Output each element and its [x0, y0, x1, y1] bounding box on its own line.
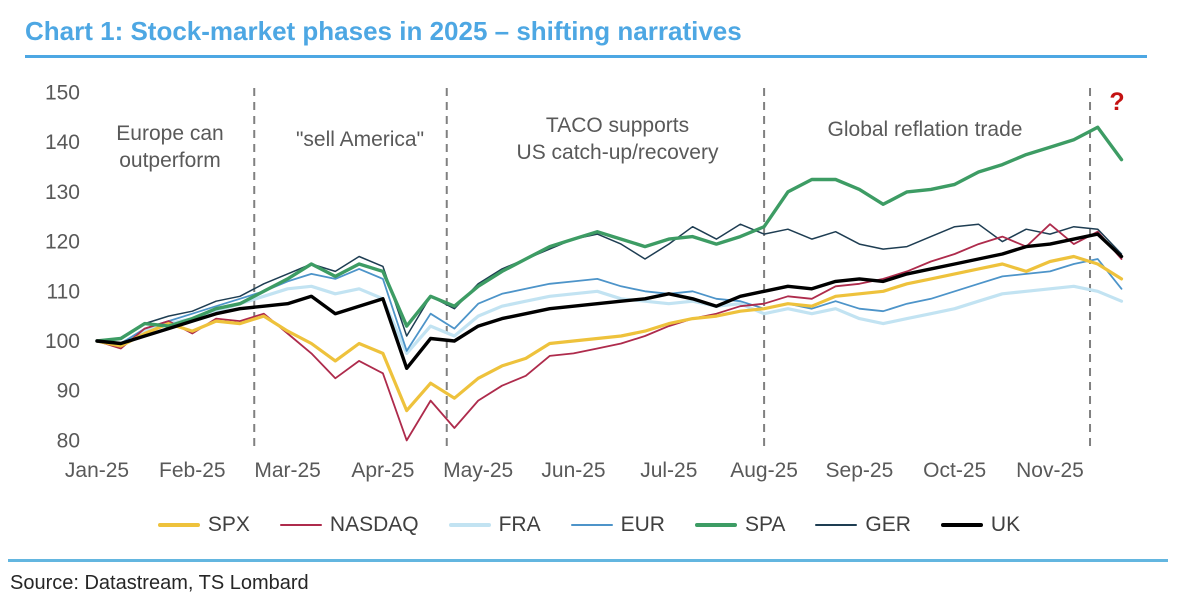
y-axis-tick-label: 120 [45, 231, 80, 254]
legend-item-spx: SPX [157, 513, 250, 537]
source-text: Source: Datastream, TS Lombard [10, 572, 309, 594]
legend-label: NASDAQ [329, 513, 419, 536]
annotation-line: TACO supports [545, 114, 690, 137]
annotation-global-reflation-trade: Global reflation trade [810, 116, 1040, 143]
x-axis-tick-label: Aug-25 [730, 459, 798, 482]
y-axis-tick-label: 150 [45, 82, 80, 105]
y-axis-tick-label: 130 [45, 181, 80, 204]
x-axis-tick-label: Apr-25 [351, 459, 414, 482]
series-line-spa [95, 125, 1124, 343]
annotation-europe-can-outperform: Europe can outperform [95, 120, 245, 174]
series-line-uk [95, 232, 1124, 370]
chart-legend: SPX NASDAQ FRA EUR SPA GER UK [0, 507, 1178, 543]
x-axis-tick-label: Feb-25 [159, 459, 226, 482]
annotation-taco-supports: TACO supports US catch-up/recovery [465, 112, 770, 166]
y-axis-tick-label: 90 [57, 380, 80, 403]
legend-label: SPA [744, 513, 786, 536]
legend-item-fra: FRA [448, 513, 541, 537]
series-line-nasdaq [96, 223, 1123, 442]
x-axis-tick-label: Jun-25 [541, 459, 605, 482]
x-axis-tick-label: Jan-25 [65, 459, 129, 482]
annotation-sell-america: "sell America" [270, 126, 450, 153]
annotation-line: outperform [119, 149, 221, 172]
chart-title: Chart 1: Stock-market phases in 2025 – s… [25, 16, 742, 46]
legend-label: SPX [207, 513, 250, 536]
legend-label: UK [990, 513, 1021, 536]
y-axis-tick-label: 110 [47, 280, 80, 303]
annotation-line: US catch-up/recovery [516, 141, 719, 164]
annotation-line: Europe can [116, 122, 224, 145]
legend-item-ger: GER [815, 513, 911, 537]
legend-item-nasdaq: NASDAQ [279, 513, 419, 537]
x-axis-tick-label: Mar-25 [254, 459, 321, 482]
legend-swatch [279, 523, 322, 527]
legend-item-eur: EUR [570, 513, 665, 537]
series-line-fra [95, 284, 1124, 355]
legend-label: EUR [620, 513, 665, 536]
legend-item-uk: UK [940, 513, 1021, 537]
y-axis-tick-label: 100 [45, 330, 80, 353]
x-axis-tick-label: May-25 [443, 459, 513, 482]
x-axis-tick-label: Oct-25 [923, 459, 986, 482]
footer-rule [8, 559, 1168, 562]
legend-swatch [694, 522, 737, 528]
y-axis-tick-label: 140 [45, 131, 80, 154]
legend-swatch [570, 523, 613, 527]
y-axis-tick-label: 80 [57, 429, 80, 452]
legend-swatch [448, 523, 491, 527]
legend-swatch [157, 523, 200, 527]
series-line-ger [96, 223, 1123, 342]
x-axis-tick-label: Nov-25 [1016, 459, 1084, 482]
legend-label: FRA [498, 513, 541, 536]
annotation-line: Global reflation trade [827, 118, 1023, 141]
legend-item-spa: SPA [694, 513, 786, 537]
legend-swatch [940, 522, 983, 528]
x-axis-tick-label: Jul-25 [640, 459, 697, 482]
series-line-spx [95, 254, 1124, 413]
question-mark-annotation: ? [1109, 88, 1125, 116]
x-axis-tick-label: Sep-25 [826, 459, 894, 482]
legend-label: GER [865, 513, 911, 536]
title-underline [25, 55, 1147, 58]
legend-swatch [815, 523, 858, 527]
annotation-line: "sell America" [295, 128, 425, 151]
